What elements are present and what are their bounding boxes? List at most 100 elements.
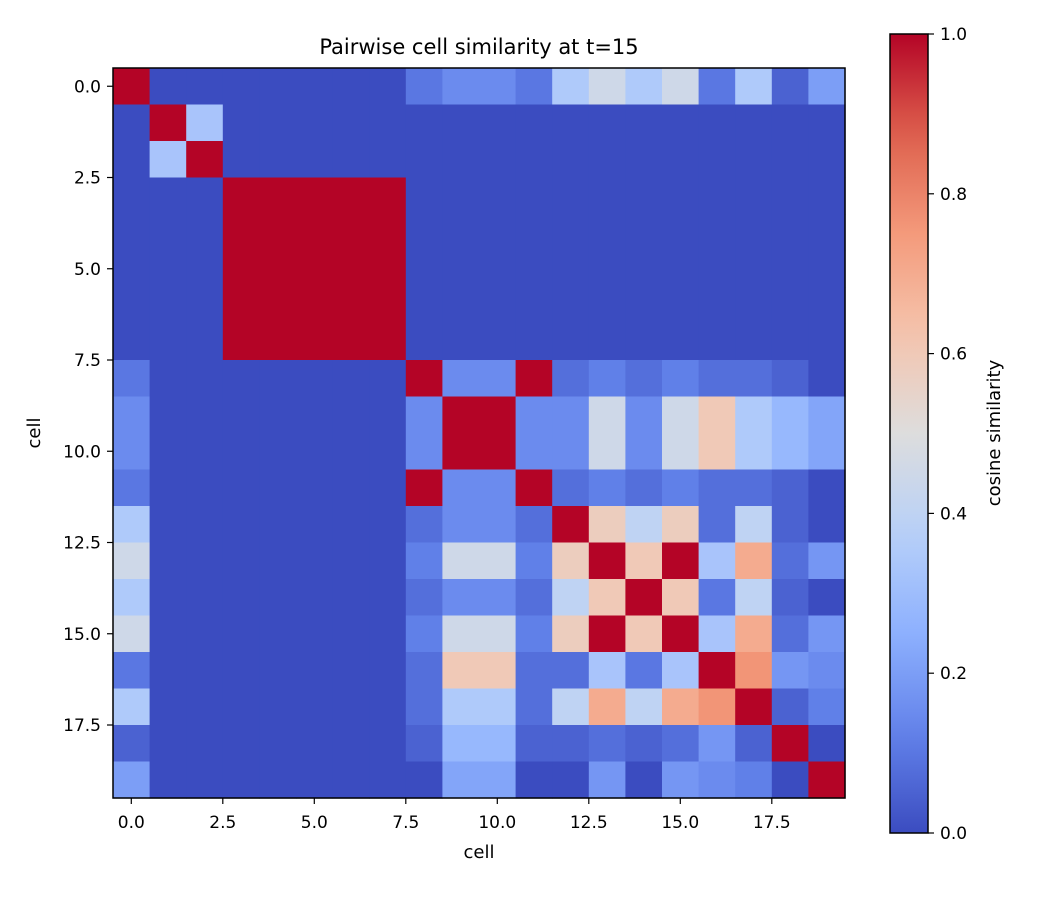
heatmap-cell	[588, 360, 626, 398]
heatmap-cell	[515, 725, 553, 763]
heatmap-cell	[662, 615, 700, 653]
heatmap-cell	[186, 652, 224, 690]
heatmap-cell	[588, 68, 626, 106]
x-tick-label: 15.0	[661, 813, 699, 833]
heatmap-cell	[369, 725, 407, 763]
heatmap-cell	[771, 761, 809, 799]
heatmap-cell	[259, 688, 297, 726]
heatmap-cell	[515, 287, 553, 325]
heatmap-cell	[222, 177, 260, 215]
heatmap-cell	[296, 323, 334, 361]
heatmap-cell	[259, 433, 297, 471]
heatmap-cell	[735, 287, 773, 325]
heatmap-cell	[296, 177, 334, 215]
heatmap-cell	[113, 542, 151, 580]
heatmap-cell	[369, 652, 407, 690]
heatmap-cell	[735, 506, 773, 544]
heatmap-cell	[808, 579, 846, 617]
heatmap-cell	[405, 652, 443, 690]
heatmap-cell	[332, 396, 370, 434]
heatmap-cell	[222, 323, 260, 361]
heatmap-cell	[662, 542, 700, 580]
heatmap-cell	[113, 506, 151, 544]
plot-frame	[112, 67, 846, 799]
heatmap-cell	[662, 177, 700, 215]
heatmap-cell	[222, 688, 260, 726]
heatmap-cell	[296, 469, 334, 507]
heatmap-cell	[625, 287, 663, 325]
colorbar-tick-label: 0.0	[940, 824, 967, 844]
heatmap-cell	[479, 433, 517, 471]
heatmap-cell	[552, 323, 590, 361]
heatmap-cell	[479, 104, 517, 142]
heatmap-cell	[735, 469, 773, 507]
heatmap-cell	[296, 725, 334, 763]
heatmap-cell	[259, 250, 297, 288]
heatmap-cell	[113, 396, 151, 434]
heatmap-cell	[588, 141, 626, 179]
heatmap-cell	[662, 725, 700, 763]
heatmap-cell	[808, 615, 846, 653]
y-tick-label: 12.5	[63, 534, 101, 554]
heatmap-cell	[808, 506, 846, 544]
heatmap-cell	[662, 104, 700, 142]
heatmap-cell	[369, 214, 407, 252]
heatmap-cell	[588, 725, 626, 763]
heatmap-cell	[222, 725, 260, 763]
heatmap-cell	[369, 761, 407, 799]
heatmap-cell	[588, 469, 626, 507]
heatmap-cell	[588, 287, 626, 325]
heatmap-cell	[149, 688, 187, 726]
heatmap-cell	[625, 68, 663, 106]
heatmap-cell	[515, 652, 553, 690]
heatmap-cell	[662, 469, 700, 507]
heatmap-cell	[222, 214, 260, 252]
heatmap-cell	[552, 68, 590, 106]
heatmap-cell	[405, 287, 443, 325]
heatmap-cell	[662, 323, 700, 361]
heatmap-cell	[296, 250, 334, 288]
heatmap-cell	[222, 542, 260, 580]
heatmap-cell	[369, 287, 407, 325]
heatmap-cell	[259, 214, 297, 252]
heatmap-cell	[515, 615, 553, 653]
heatmap-cell	[515, 506, 553, 544]
heatmap-cell	[625, 469, 663, 507]
heatmap-cell	[222, 396, 260, 434]
heatmap-cell	[259, 506, 297, 544]
heatmap-cell	[808, 214, 846, 252]
heatmap-cell	[149, 579, 187, 617]
heatmap-cell	[442, 469, 480, 507]
heatmap-cell	[625, 652, 663, 690]
heatmap-cell	[808, 250, 846, 288]
heatmap-cell	[259, 287, 297, 325]
heatmap-cell	[588, 104, 626, 142]
heatmap-cell	[808, 433, 846, 471]
heatmap-cell	[771, 725, 809, 763]
colorbar	[890, 34, 928, 833]
heatmap-cell	[588, 579, 626, 617]
heatmap-cell	[259, 141, 297, 179]
heatmap-cell	[222, 287, 260, 325]
y-tick-label: 5.0	[74, 260, 101, 280]
heatmap-cell	[698, 433, 736, 471]
heatmap-cell	[735, 579, 773, 617]
heatmap-cell	[186, 177, 224, 215]
heatmap-cell	[698, 104, 736, 142]
heatmap-cell	[515, 68, 553, 106]
heatmap-cell	[588, 323, 626, 361]
heatmap-cell	[588, 214, 626, 252]
heatmap-cell	[698, 579, 736, 617]
heatmap-cell	[771, 287, 809, 325]
y-axis-label: cell	[24, 418, 45, 449]
heatmap-cell	[479, 652, 517, 690]
heatmap-cell	[222, 68, 260, 106]
heatmap-cell	[808, 396, 846, 434]
heatmap-cell	[479, 323, 517, 361]
heatmap-cell	[662, 360, 700, 398]
heatmap-cell	[698, 323, 736, 361]
heatmap-cell	[186, 360, 224, 398]
heatmap-cell	[113, 761, 151, 799]
heatmap-cell	[149, 141, 187, 179]
heatmap-cell	[442, 506, 480, 544]
